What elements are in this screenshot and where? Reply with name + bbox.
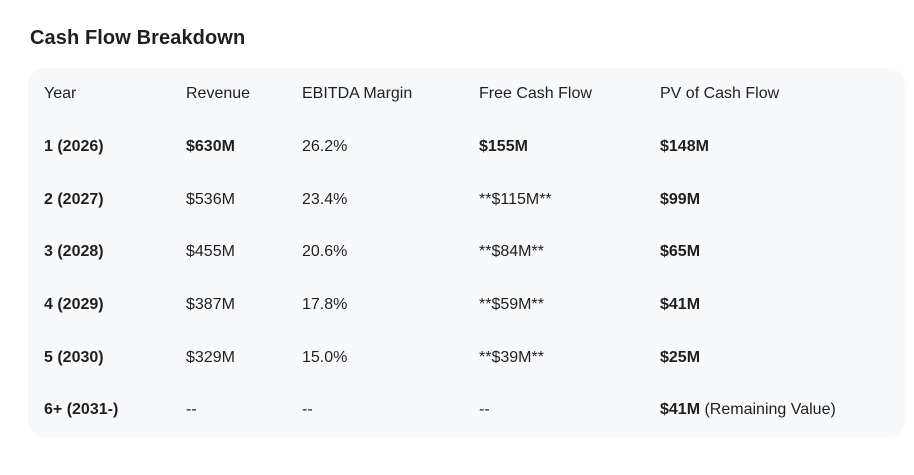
column-header: Free Cash Flow (479, 85, 592, 103)
cell-value: **$115M** (479, 190, 552, 208)
table-cell: -- (302, 384, 479, 437)
table-header-row: Year Revenue EBITDA Margin Free Cash Flow PV… (28, 68, 905, 121)
cell-value: 23.4% (302, 190, 348, 208)
cell-value: **$84M** (479, 243, 544, 261)
cell-value: 26.2% (302, 138, 348, 156)
cell-value: **$59M** (479, 296, 544, 314)
table-row: 4 (2029) $387M 17.8% **$59M** $41M (28, 279, 905, 332)
table-body: 1 (2026) $630M 26.2% $155M $148M 2 (2027) $536… (28, 121, 905, 437)
table-row: 1 (2026) $630M 26.2% $155M $148M (28, 121, 905, 174)
cell-value: 5 (2030) (44, 348, 104, 366)
cell-value: $387M (186, 296, 235, 314)
cell-value: $536M (186, 190, 235, 208)
table-cell: $99M (660, 173, 905, 226)
table-cell: $148M (660, 121, 905, 174)
cell-value: 2 (2027) (44, 190, 104, 208)
cell-value: 20.6% (302, 243, 348, 261)
cell-value: $99M (660, 190, 701, 208)
cell-value: $155M (479, 138, 528, 156)
cell-value: $455M (186, 243, 235, 261)
cell-value: $65M (660, 243, 701, 261)
column-header: EBITDA Margin (302, 85, 413, 103)
table-cell: 1 (2026) (28, 121, 186, 174)
page-title: Cash Flow Breakdown (30, 27, 246, 49)
table-cell: $329M (186, 331, 302, 384)
cash-flow-table: Year Revenue EBITDA Margin Free Cash Flow PV… (28, 68, 905, 437)
cell-value: 3 (2028) (44, 243, 104, 261)
table-cell: 6+ (2031-) (28, 384, 186, 437)
cash-flow-table-card: Year Revenue EBITDA Margin Free Cash Flow PV… (28, 68, 905, 437)
table-cell: 4 (2029) (28, 279, 186, 332)
cell-value: -- (479, 401, 490, 419)
table-cell: 3 (2028) (28, 226, 186, 279)
cell-value: 4 (2029) (44, 296, 104, 314)
cell-value: $630M (186, 138, 235, 156)
content-area: Cash Flow Breakdown Year Revenue EBITDA Ma… (0, 26, 914, 437)
table-cell: $536M (186, 173, 302, 226)
cell-value: $25M (660, 348, 701, 366)
table-cell: $630M (186, 121, 302, 174)
table-cell: **$39M** (479, 331, 660, 384)
cell-value: 17.8% (302, 296, 348, 314)
table-cell: -- (479, 384, 660, 437)
table-cell: 17.8% (302, 279, 479, 332)
table-cell: $41M (Remaining Value) (660, 384, 905, 437)
table-cell: $65M (660, 226, 905, 279)
cell-value: **$39M** (479, 348, 544, 366)
table-row: 2 (2027) $536M 23.4% **$115M** $99M (28, 173, 905, 226)
cell-value: 1 (2026) (44, 138, 104, 156)
cell-value: 6+ (2031-) (44, 401, 119, 419)
table-cell: 2 (2027) (28, 173, 186, 226)
table-cell: 20.6% (302, 226, 479, 279)
table-cell: **$115M** (479, 173, 660, 226)
cell-value: -- (302, 401, 313, 419)
table-cell: 15.0% (302, 331, 479, 384)
cell-value: -- (186, 401, 197, 419)
table-cell: $155M (479, 121, 660, 174)
table-cell: 26.2% (302, 121, 479, 174)
table-row: 3 (2028) $455M 20.6% **$84M** $65M (28, 226, 905, 279)
table-cell: 5 (2030) (28, 331, 186, 384)
table-cell: 23.4% (302, 173, 479, 226)
table-cell: $41M (660, 279, 905, 332)
table-cell: **$84M** (479, 226, 660, 279)
cell-value: 15.0% (302, 348, 348, 366)
table-cell: $25M (660, 331, 905, 384)
column-header: Revenue (186, 85, 251, 103)
table-cell: -- (186, 384, 302, 437)
table-row: 5 (2030) $329M 15.0% **$39M** $25M (28, 331, 905, 384)
cell-value: $329M (186, 348, 235, 366)
table-cell: **$59M** (479, 279, 660, 332)
column-header: Year (44, 85, 77, 103)
table-cell: $387M (186, 279, 302, 332)
cell-suffix: (Remaining Value) (700, 401, 836, 419)
table-row: 6+ (2031-) -- -- -- $41M (Remaining Value) (28, 384, 905, 437)
table-cell: $455M (186, 226, 302, 279)
cell-value: $41M (660, 401, 701, 419)
cell-value: $148M (660, 138, 709, 156)
cell-value: $41M (660, 296, 701, 314)
column-header: PV of Cash Flow (660, 85, 780, 103)
